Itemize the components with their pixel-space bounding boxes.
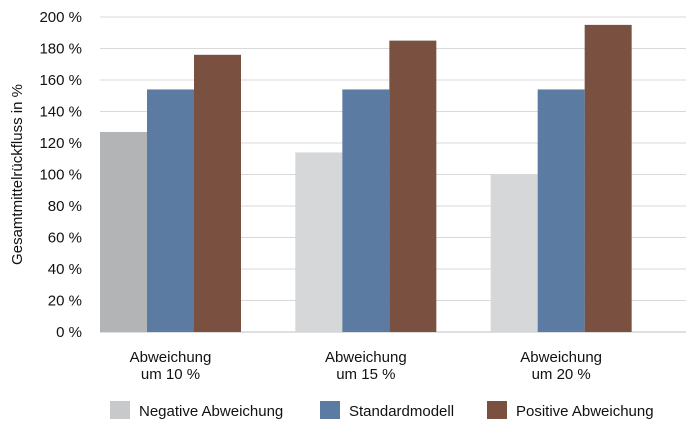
legend-label: Positive Abweichung [516, 403, 654, 420]
y-tick-label: 120 % [39, 135, 82, 152]
legend-swatch [320, 401, 340, 419]
y-tick-label: 100 % [39, 167, 82, 184]
y-tick-label: 140 % [39, 104, 82, 121]
x-axis-categories: Abweichung um 10 % Abweichung um 15 % Abweic… [130, 349, 602, 383]
x-category-label: Abweichung um 15 % [325, 349, 407, 383]
legend-label: Negative Abweichung [139, 403, 283, 420]
legend: Negative Abweichung Standardmodell Positiv… [110, 401, 654, 420]
bar-standardmodell [147, 89, 194, 332]
y-tick-label: 160 % [39, 72, 82, 89]
legend-swatch [110, 401, 130, 419]
bar-standardmodell [537, 89, 585, 332]
legend-swatch [487, 401, 507, 419]
bar-positive-abweichung [194, 54, 241, 333]
legend-label: Standardmodell [349, 403, 454, 420]
y-axis-ticks: 0 % 20 % 40 % 60 % 80 % 100 % 120 % 140 % 160 % 1… [39, 9, 82, 341]
y-tick-label: 80 % [48, 198, 82, 215]
bar-negative-abweichung [100, 131, 147, 332]
bars [100, 24, 632, 333]
y-tick-label: 20 % [48, 293, 82, 310]
x-category-label: Abweichung um 10 % [130, 349, 212, 383]
bar-positive-abweichung [389, 40, 437, 332]
y-tick-label: 60 % [48, 230, 82, 247]
bar-negative-abweichung [295, 152, 343, 332]
y-tick-label: 40 % [48, 261, 82, 278]
bar-negative-abweichung [490, 174, 538, 332]
y-tick-label: 200 % [39, 9, 82, 26]
y-axis-label: Gesamtmittelrückfluss in % [9, 84, 26, 265]
y-tick-label: 180 % [39, 41, 82, 58]
bar-positive-abweichung [584, 24, 632, 332]
y-tick-label: 0 % [56, 324, 82, 341]
bar-standardmodell [342, 89, 390, 332]
x-category-label: Abweichung um 20 % [520, 349, 602, 383]
